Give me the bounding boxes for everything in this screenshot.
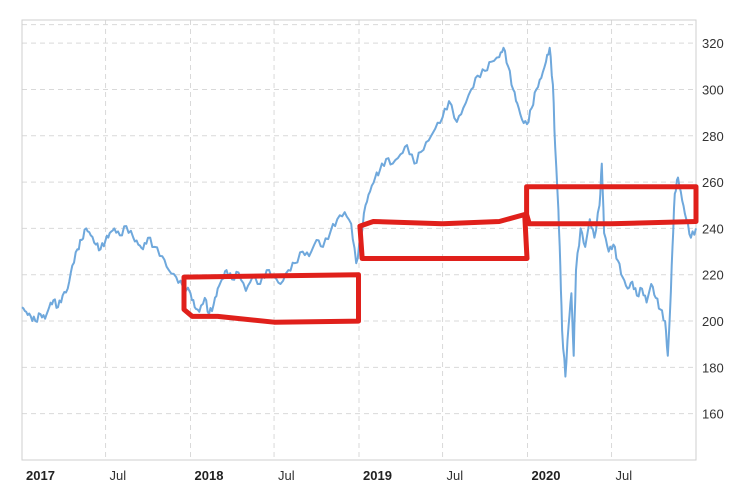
x-tick-label-7: Jul bbox=[616, 468, 633, 483]
y-tick-label-260: 260 bbox=[702, 175, 724, 190]
x-tick-label-5: Jul bbox=[447, 468, 464, 483]
y-tick-label-160: 160 bbox=[702, 407, 724, 422]
x-tick-label-0: 2017 bbox=[26, 468, 55, 483]
x-tick-label-4: 2019 bbox=[363, 468, 392, 483]
x-tick-label-6: 2020 bbox=[532, 468, 561, 483]
x-tick-label-1: Jul bbox=[110, 468, 127, 483]
annotation-box-1 bbox=[181, 272, 361, 325]
annotation-box-2 bbox=[357, 212, 530, 261]
y-tick-label-300: 300 bbox=[702, 82, 724, 97]
y-tick-label-280: 280 bbox=[702, 129, 724, 144]
x-axis-tick-labels: 2017 Jul 2018 Jul 2019 Jul 2020 Jul bbox=[26, 468, 632, 483]
y-tick-label-220: 220 bbox=[702, 268, 724, 283]
annotation-box-3 bbox=[524, 184, 699, 227]
x-tick-label-2: 2018 bbox=[195, 468, 224, 483]
y-tick-label-180: 180 bbox=[702, 360, 724, 375]
y-axis-tick-labels: 160 180 200 220 240 260 280 300 320 bbox=[702, 36, 724, 422]
y-tick-label-200: 200 bbox=[702, 314, 724, 329]
y-tick-label-240: 240 bbox=[702, 221, 724, 236]
price-series-line bbox=[21, 46, 697, 378]
red-highlight-annotations bbox=[181, 184, 699, 325]
y-tick-label-320: 320 bbox=[702, 36, 724, 51]
plot-frame bbox=[21, 19, 697, 461]
x-tick-label-3: Jul bbox=[278, 468, 295, 483]
